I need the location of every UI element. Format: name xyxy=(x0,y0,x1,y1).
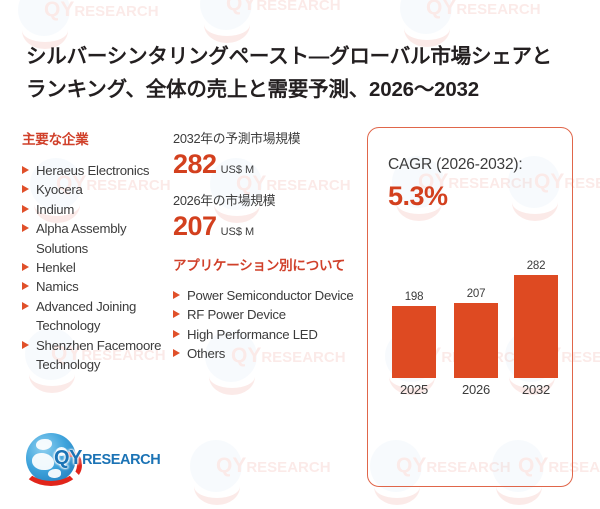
application-item-label: RF Power Device xyxy=(187,307,286,323)
watermark: QYRESEARCH xyxy=(200,0,350,43)
forecast-market-size-unit: US$ M xyxy=(220,164,255,176)
bar-category-label: 2032 xyxy=(521,382,551,397)
current-market-size-value: 207 xyxy=(173,211,217,241)
qyresearch-logo: QYRESEARCH xyxy=(22,430,172,490)
company-item: Kyocera xyxy=(22,180,172,199)
company-item-label: Henkel xyxy=(36,260,76,276)
company-item-label: Namics xyxy=(36,279,79,295)
company-item-label: Alpha Assembly Solutions xyxy=(36,221,127,256)
forecast-market-size-label: 2032年の予測市場規模 xyxy=(173,131,301,146)
logo-swoosh-icon xyxy=(22,448,80,486)
application-item: Power Semiconductor Device xyxy=(173,286,358,305)
watermark-text: QYRESEARCH xyxy=(426,0,541,19)
arrow-bullet-icon xyxy=(22,282,29,291)
globe-landmass xyxy=(36,439,52,450)
applications-heading: アプリケーション別について xyxy=(173,258,346,273)
arrow-bullet-icon xyxy=(22,263,29,272)
bar-value-label: 207 xyxy=(466,288,486,300)
bar-category-label: 2026 xyxy=(461,382,491,397)
bar-group: 207 2026 xyxy=(452,258,500,397)
arrow-bullet-icon xyxy=(22,185,29,194)
company-item: Henkel xyxy=(22,258,172,277)
application-item: High Performance LED xyxy=(173,325,358,344)
company-item: Namics xyxy=(22,277,172,296)
current-market-size-row: 207 US$ M xyxy=(173,213,358,240)
company-item-label: Advanced Joining Technology xyxy=(36,298,137,334)
bar-value-label: 198 xyxy=(404,291,424,303)
application-item: Others xyxy=(173,344,358,363)
logo-swoosh-icon xyxy=(64,452,82,478)
chart-bar xyxy=(514,275,558,378)
watermark-globe-icon xyxy=(200,0,252,43)
company-item-label: Heraeus Electronics xyxy=(36,163,150,178)
arrow-bullet-icon xyxy=(173,349,180,358)
watermark-text: QYRESEARCH xyxy=(216,454,331,477)
company-item-label: Shenzhen Facemoore Technology xyxy=(36,337,162,373)
bar-group: 282 2032 xyxy=(512,258,560,397)
arrow-bullet-icon xyxy=(173,291,180,299)
applications-list: Power Semiconductor Device RF Power Devic… xyxy=(173,286,358,364)
bar-value-label: 282 xyxy=(526,260,546,272)
application-item: RF Power Device xyxy=(173,305,358,324)
arrow-bullet-icon xyxy=(173,329,180,338)
company-item: Alpha Assembly Solutions xyxy=(22,219,172,258)
forecast-market-size-block: 2032年の予測市場規模 282 US$ M xyxy=(173,128,358,178)
company-item: Shenzhen Facemoore Technology xyxy=(22,336,172,375)
company-item: Advanced Joining Technology xyxy=(22,297,172,336)
watermark-globe-icon xyxy=(190,440,242,505)
market-stats-column: 2032年の予測市場規模 282 US$ M 2026年の市場規模 207 US… xyxy=(173,128,358,364)
current-market-size-label: 2026年の市場規模 xyxy=(173,193,276,208)
application-item-label: Power Semiconductor Device xyxy=(187,288,354,303)
application-item-label: Others xyxy=(187,346,226,362)
arrow-bullet-icon xyxy=(22,340,29,349)
watermark-text: QYRESEARCH xyxy=(44,0,159,21)
company-item-label: Kyocera xyxy=(36,182,83,198)
cagr-chart-card: CAGR (2026-2032): 5.3% 198 2025 207 2026 282… xyxy=(367,127,573,487)
key-companies-list: Heraeus Electronics Kyocera Indium Alpha As… xyxy=(22,161,172,374)
watermark: QYRESEARCH xyxy=(400,0,550,47)
chart-bar xyxy=(392,306,436,378)
market-size-bar-chart: 198 2025 207 2026 282 2032 xyxy=(376,258,566,397)
arrow-bullet-icon xyxy=(22,204,29,213)
cagr-value: 5.3% xyxy=(388,181,448,211)
page-title: シルバーシンタリングペースト—グローバル市場シェアとランキング、全体の売上と需要… xyxy=(26,45,552,101)
company-item-label: Indium xyxy=(36,201,75,217)
watermark-text: QYRESEARCH xyxy=(226,0,341,15)
watermark-globe-icon xyxy=(400,0,452,47)
logo-text-qy: QY xyxy=(54,447,83,469)
watermark: QYRESEARCH xyxy=(190,432,340,505)
arrow-bullet-icon xyxy=(22,301,29,310)
key-companies-heading: 主要な企業 xyxy=(22,132,89,147)
key-companies-column: 主要な企業 Heraeus Electronics Kyocera Indium Al… xyxy=(22,128,172,374)
cagr-label: CAGR (2026-2032): xyxy=(388,156,523,173)
arrow-bullet-icon xyxy=(22,224,29,233)
arrow-bullet-icon xyxy=(22,166,29,174)
bar-group: 198 2025 xyxy=(390,258,438,397)
application-item-label: High Performance LED xyxy=(187,326,318,342)
watermark-globe-icon xyxy=(18,0,70,49)
current-market-size-unit: US$ M xyxy=(220,226,255,238)
forecast-market-size-value: 282 xyxy=(173,149,217,179)
forecast-market-size-row: 282 US$ M xyxy=(173,151,358,178)
logo-text-research: RESEARCH xyxy=(82,452,161,468)
chart-bar xyxy=(454,303,498,378)
company-item: Heraeus Electronics xyxy=(22,161,172,180)
current-market-size-block: 2026年の市場規模 207 US$ M xyxy=(173,190,358,240)
company-item: Indium xyxy=(22,200,172,219)
bar-category-label: 2025 xyxy=(399,382,429,397)
arrow-bullet-icon xyxy=(173,310,180,319)
logo-text: QYRESEARCH xyxy=(54,447,161,470)
